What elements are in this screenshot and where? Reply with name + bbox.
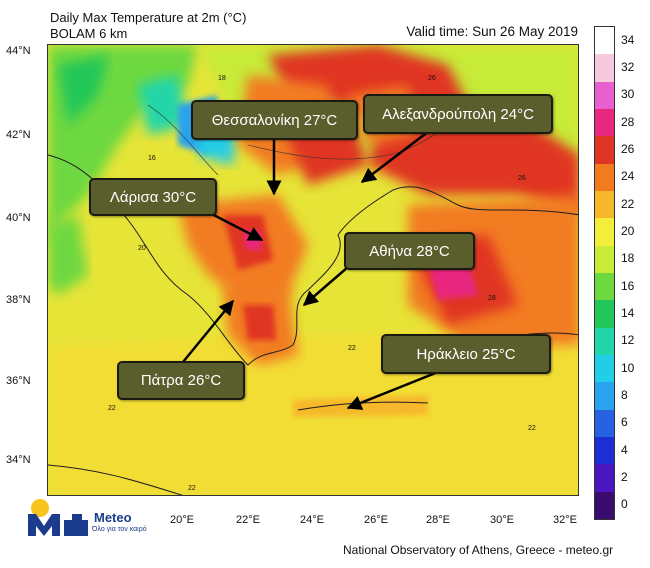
callout-larisa: Λάρισα 30°C (89, 178, 217, 216)
lon-tick-20: 20°E (170, 514, 194, 526)
lon-tick-32: 32°E (553, 514, 577, 526)
colorbar-swatch (595, 409, 614, 438)
colorbar-swatch (595, 382, 614, 411)
temperature-colorbar (594, 26, 615, 520)
map-value: 22 (108, 405, 116, 412)
lat-tick-44: 44°N (6, 45, 31, 57)
callout-thessaloniki: Θεσσαλονίκη 27°C (191, 100, 358, 140)
colorbar-label: 10 (621, 360, 635, 375)
footer-credit: National Observatory of Athens, Greece -… (343, 543, 614, 557)
lat-tick-38: 38°N (6, 294, 31, 306)
lon-tick-24: 24°E (300, 514, 324, 526)
colorbar-label: 20 (621, 224, 635, 238)
colorbar-swatch (595, 54, 614, 83)
colorbar-swatch (595, 191, 614, 219)
lon-tick-28: 28°E (426, 514, 450, 526)
map-value: 20 (138, 245, 146, 252)
meteo-logo-icon (28, 499, 88, 536)
colorbar-swatch (595, 136, 614, 165)
arrow-larisa (207, 210, 264, 242)
colorbar-swatch (595, 464, 614, 493)
lat-tick-36: 36°N (6, 375, 31, 387)
colorbar-label: 16 (621, 278, 635, 293)
lat-tick-40: 40°N (6, 212, 31, 224)
colorbar-label: 0 (621, 497, 628, 512)
arrow-patra (182, 299, 234, 363)
callout-alexandroupoli: Αλεξανδρούπολη 24°C (363, 94, 553, 134)
callout-patra: Πάτρα 26°C (117, 361, 245, 400)
colorbar-label: 34 (621, 32, 635, 47)
colorbar-label: 32 (621, 60, 635, 74)
colorbar-label: 12 (621, 333, 635, 348)
callout-heraklion: Ηράκλειο 25°C (381, 334, 551, 374)
colorbar-swatch (595, 327, 614, 356)
logo-tagline: Όλο για τον καιρό (92, 526, 147, 533)
colorbar-label: 2 (621, 470, 628, 484)
colorbar-label: 24 (621, 169, 635, 184)
colorbar-swatch (595, 437, 614, 465)
model-subtitle: BOLAM 6 km (50, 26, 128, 41)
colorbar-label: 28 (621, 114, 635, 129)
colorbar-swatch (595, 218, 614, 247)
valid-time: Valid time: Sun 26 May 2019 (406, 24, 578, 39)
colorbar-swatch (595, 355, 614, 383)
colorbar-swatch (595, 491, 614, 520)
lon-tick-22: 22°E (236, 514, 260, 526)
map-value: 22 (188, 485, 196, 492)
colorbar-swatch (595, 163, 614, 192)
colorbar-swatch (595, 300, 614, 329)
colorbar-swatch (595, 81, 614, 110)
map-value: 22 (528, 425, 536, 432)
map-value: 18 (218, 75, 226, 82)
colorbar-label: 18 (621, 251, 635, 266)
colorbar-swatch (595, 109, 614, 137)
colorbar-label: 30 (621, 87, 635, 102)
arrow-alexandroupoli (360, 127, 434, 183)
arrow-athens (302, 266, 349, 306)
lon-tick-26: 26°E (364, 514, 388, 526)
lat-tick-34: 34°N (6, 454, 31, 466)
map-value: 22 (348, 345, 356, 352)
colorbar-label: 22 (621, 196, 635, 211)
colorbar-swatch (595, 245, 614, 274)
lon-tick-30: 30°E (490, 514, 514, 526)
map-title: Daily Max Temperature at 2m (°C) (50, 10, 247, 25)
colorbar-swatch (595, 27, 614, 55)
colorbar-label: 26 (621, 142, 635, 156)
callout-athens: Αθήνα 28°C (344, 232, 475, 270)
colorbar-label: 6 (621, 415, 628, 430)
map-value: 28 (488, 295, 496, 302)
colorbar-swatch (595, 273, 614, 301)
colorbar-label: 14 (621, 306, 635, 320)
logo-name: Meteo (94, 510, 132, 525)
lat-tick-42: 42°N (6, 129, 31, 141)
map-value: 26 (518, 175, 526, 182)
colorbar-label: 4 (621, 442, 628, 457)
map-value: 26 (428, 75, 436, 82)
colorbar-label: 8 (621, 388, 628, 402)
map-value: 16 (148, 155, 156, 162)
arrow-heraklion (346, 370, 439, 410)
